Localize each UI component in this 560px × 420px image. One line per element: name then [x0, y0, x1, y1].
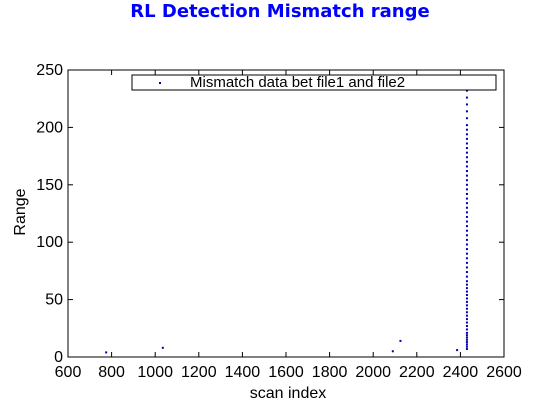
data-point: [465, 238, 468, 241]
data-point: [465, 347, 468, 350]
x-axis-label: scan index: [250, 385, 327, 402]
data-point: [465, 142, 468, 145]
data-point: [465, 117, 468, 120]
data-point: [465, 271, 468, 274]
data-point: [465, 243, 468, 246]
data-point: [465, 334, 468, 337]
data-point: [465, 229, 468, 232]
data-point: [465, 297, 468, 300]
x-tick-label: 800: [98, 364, 125, 381]
data-point: [465, 133, 468, 136]
data-point: [465, 307, 468, 310]
data-point: [465, 188, 468, 191]
data-point: [465, 165, 468, 168]
y-axis-label: Range: [12, 188, 29, 235]
data-point: [465, 321, 468, 324]
y-tick-label: 150: [36, 177, 63, 194]
data-point: [465, 202, 468, 205]
data-point: [391, 350, 394, 353]
y-tick-label: 200: [36, 119, 63, 136]
data-point: [465, 137, 468, 140]
data-point: [456, 349, 459, 352]
data-point: [465, 275, 468, 278]
data-point: [465, 206, 468, 209]
data-point: [465, 336, 468, 339]
data-point: [465, 215, 468, 218]
data-point: [465, 304, 468, 307]
data-point: [465, 147, 468, 150]
data-point: [465, 248, 468, 251]
data-point: [465, 197, 468, 200]
data-point: [465, 300, 468, 303]
data-point: [465, 174, 468, 177]
x-tick-label: 2000: [355, 364, 391, 381]
data-point: [465, 331, 468, 334]
data-point: [465, 283, 468, 286]
data-point: [465, 252, 468, 255]
data-point: [465, 345, 468, 348]
data-point: [465, 294, 468, 297]
y-tick-label: 250: [36, 62, 63, 79]
data-point: [465, 234, 468, 237]
data-point: [465, 151, 468, 154]
x-tick-label: 2200: [399, 364, 435, 381]
x-tick-label: 600: [55, 364, 82, 381]
data-point: [465, 128, 468, 131]
plot-frame: [67, 69, 505, 358]
y-tick-label: 100: [36, 234, 63, 251]
data-point: [465, 124, 468, 127]
legend-marker: [159, 82, 161, 84]
data-point: [465, 311, 468, 314]
data-point: [465, 183, 468, 186]
legend: Mismatch data bet file1 and file2: [131, 74, 497, 91]
data-point: [465, 225, 468, 228]
data-point: [465, 280, 468, 283]
data-point: [465, 287, 468, 290]
x-tick-label: 1000: [137, 364, 173, 381]
data-point: [465, 160, 468, 163]
legend-label: Mismatch data bet file1 and file2: [190, 74, 405, 91]
chart-title: RL Detection Mismatch range: [130, 1, 430, 22]
data-point: [465, 325, 468, 328]
data-point: [465, 89, 468, 92]
data-point: [465, 156, 468, 159]
data-point: [465, 343, 468, 346]
data-point: [399, 339, 402, 342]
data-point: [465, 318, 468, 321]
data-point: [465, 266, 468, 269]
y-tick-label: 50: [45, 292, 63, 309]
data-point: [465, 338, 468, 341]
data-point: [465, 261, 468, 264]
data-point: [465, 290, 468, 293]
data-point: [465, 341, 468, 344]
data-point: [465, 211, 468, 214]
data-point: [105, 351, 108, 354]
data-point: [465, 328, 468, 331]
data-point: [465, 179, 468, 182]
x-tick-label: 1800: [312, 364, 348, 381]
y-tick-label: 0: [54, 349, 63, 366]
x-tick-label: 2400: [443, 364, 479, 381]
x-tick-label: 1400: [225, 364, 261, 381]
data-point: [465, 314, 468, 317]
x-tick-label: 1200: [181, 364, 217, 381]
data-point: [161, 346, 164, 349]
x-tick-label: 2600: [486, 364, 522, 381]
data-point: [465, 192, 468, 195]
data-point: [465, 103, 468, 106]
data-point: [465, 220, 468, 223]
data-point: [465, 96, 468, 99]
x-tick-label: 1600: [268, 364, 304, 381]
legend-box: [131, 74, 497, 91]
data-point: [465, 170, 468, 173]
data-point: [465, 110, 468, 113]
data-point: [465, 257, 468, 260]
